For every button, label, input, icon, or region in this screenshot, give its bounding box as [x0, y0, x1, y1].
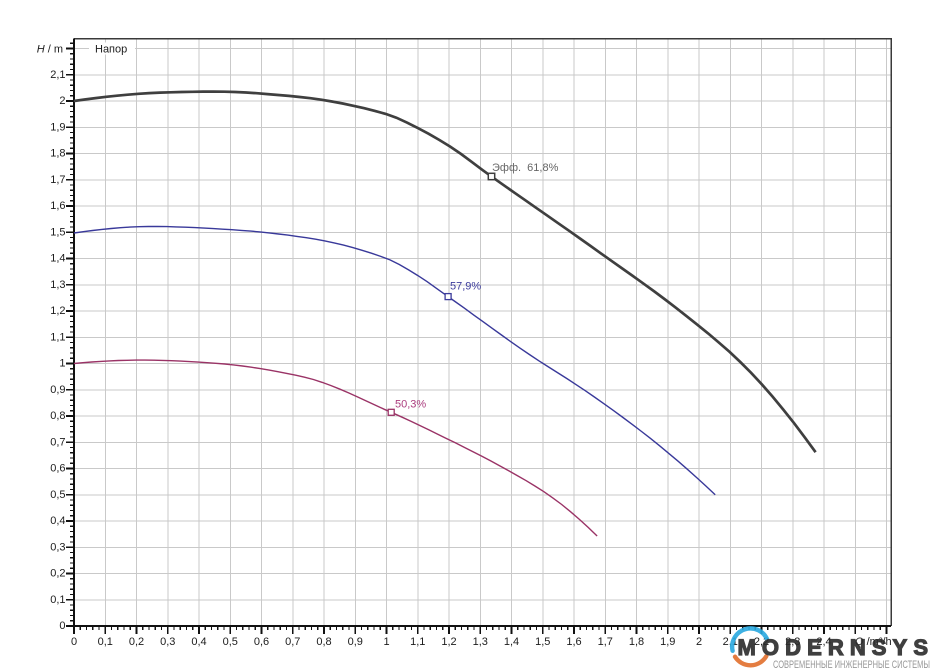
svg-text:1,6: 1,6 [566, 636, 581, 648]
svg-text:H / m: H / m [37, 44, 63, 56]
svg-text:0,9: 0,9 [50, 384, 65, 396]
svg-text:0,5: 0,5 [223, 636, 238, 648]
svg-text:1,8: 1,8 [50, 148, 65, 160]
svg-text:0,3: 0,3 [50, 541, 65, 553]
svg-text:1,2: 1,2 [441, 636, 456, 648]
svg-text:1,5: 1,5 [50, 226, 65, 238]
svg-text:0,4: 0,4 [50, 515, 65, 527]
svg-text:1,9: 1,9 [660, 636, 675, 648]
svg-text:2: 2 [59, 95, 65, 107]
svg-text:0: 0 [59, 620, 65, 632]
svg-text:0,8: 0,8 [316, 636, 331, 648]
svg-text:1,3: 1,3 [50, 279, 65, 291]
svg-text:1: 1 [383, 636, 389, 648]
svg-text:0,2: 0,2 [50, 568, 65, 580]
svg-text:2: 2 [696, 636, 702, 648]
svg-text:0,1: 0,1 [98, 636, 113, 648]
svg-text:1,1: 1,1 [50, 331, 65, 343]
svg-text:50,3%: 50,3% [395, 399, 426, 411]
svg-text:57,9%: 57,9% [450, 281, 481, 293]
svg-text:1,3: 1,3 [473, 636, 488, 648]
svg-text:0,6: 0,6 [50, 463, 65, 475]
svg-text:2,3: 2,3 [785, 636, 800, 648]
svg-text:1,4: 1,4 [504, 636, 519, 648]
svg-text:1,5: 1,5 [535, 636, 550, 648]
svg-text:0,9: 0,9 [348, 636, 363, 648]
svg-text:0,7: 0,7 [50, 436, 65, 448]
svg-text:2,1: 2,1 [50, 69, 65, 81]
svg-text:1,7: 1,7 [598, 636, 613, 648]
svg-text:1,4: 1,4 [50, 253, 65, 265]
svg-text:1,2: 1,2 [50, 305, 65, 317]
svg-text:0,4: 0,4 [191, 636, 206, 648]
svg-text:0,1: 0,1 [50, 594, 65, 606]
svg-text:1,7: 1,7 [50, 174, 65, 186]
svg-text:0: 0 [71, 636, 77, 648]
svg-text:MODERNSYS: MODERNSYS [738, 635, 929, 660]
svg-text:Напор: Напор [95, 43, 127, 55]
svg-text:0,8: 0,8 [50, 410, 65, 422]
svg-text:0,2: 0,2 [129, 636, 144, 648]
svg-text:1,6: 1,6 [50, 200, 65, 212]
svg-text:Эфф. 61,8%: Эфф. 61,8% [492, 162, 559, 174]
svg-text:2,4: 2,4 [816, 636, 831, 648]
svg-text:0,3: 0,3 [160, 636, 175, 648]
svg-text:1,8: 1,8 [629, 636, 644, 648]
svg-text:СОВРЕМЕННЫЕ ИНЖЕНЕРНЫЕ СИСТЕМЫ: СОВРЕМЕННЫЕ ИНЖЕНЕРНЫЕ СИСТЕМЫ [773, 659, 930, 669]
svg-text:0,6: 0,6 [254, 636, 269, 648]
svg-text:1,9: 1,9 [50, 121, 65, 133]
svg-text:1,1: 1,1 [410, 636, 425, 648]
svg-text:Q /m³/h: Q /m³/h [855, 636, 892, 648]
svg-text:0,7: 0,7 [285, 636, 300, 648]
svg-text:0,5: 0,5 [50, 489, 65, 501]
svg-text:1: 1 [59, 358, 65, 370]
